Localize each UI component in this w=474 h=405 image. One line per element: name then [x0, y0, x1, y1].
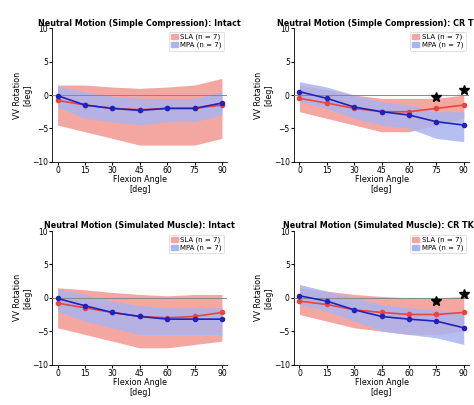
X-axis label: Flexion Angle
[deg]: Flexion Angle [deg] — [113, 378, 167, 397]
Y-axis label: VV Rotation
[deg]: VV Rotation [deg] — [255, 72, 274, 119]
X-axis label: Flexion Angle
[deg]: Flexion Angle [deg] — [113, 175, 167, 194]
Legend: SLA (n = 7), MPA (n = 7): SLA (n = 7), MPA (n = 7) — [169, 234, 224, 253]
Y-axis label: VV Rotation
[deg]: VV Rotation [deg] — [255, 274, 274, 321]
Y-axis label: VV Rotation
[deg]: VV Rotation [deg] — [13, 72, 32, 119]
X-axis label: Flexion Angle
[deg]: Flexion Angle [deg] — [355, 378, 409, 397]
Legend: SLA (n = 7), MPA (n = 7): SLA (n = 7), MPA (n = 7) — [410, 234, 466, 253]
Legend: SLA (n = 7), MPA (n = 7): SLA (n = 7), MPA (n = 7) — [169, 32, 224, 51]
X-axis label: Flexion Angle
[deg]: Flexion Angle [deg] — [355, 175, 409, 194]
Title: Neutral Motion (Simulated Muscle): CR TKR: Neutral Motion (Simulated Muscle): CR TK… — [283, 221, 474, 230]
Legend: SLA (n = 7), MPA (n = 7): SLA (n = 7), MPA (n = 7) — [410, 32, 466, 51]
Title: Neutral Motion (Simulated Muscle): Intact: Neutral Motion (Simulated Muscle): Intac… — [45, 221, 235, 230]
Title: Neutral Motion (Simple Compression): CR TKR: Neutral Motion (Simple Compression): CR … — [277, 19, 474, 28]
Title: Neutral Motion (Simple Compression): Intact: Neutral Motion (Simple Compression): Int… — [38, 19, 241, 28]
Y-axis label: VV Rotation
[deg]: VV Rotation [deg] — [13, 274, 32, 321]
